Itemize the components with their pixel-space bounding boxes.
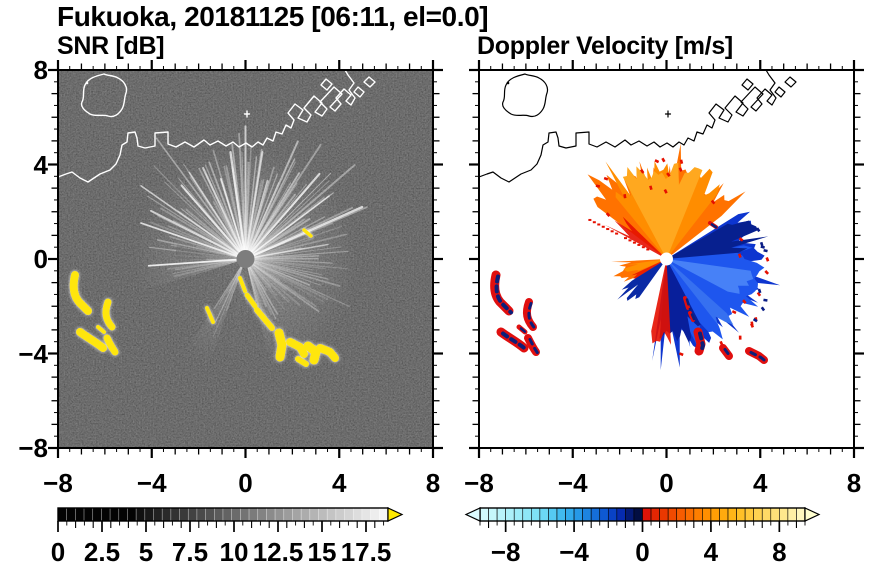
snr-x-tick-label: −4: [136, 468, 167, 498]
velocity-colorbar-tick-label: −8: [490, 537, 521, 567]
snr-plot-area: [48, 60, 443, 458]
coastline: [479, 70, 797, 183]
coastline: [58, 70, 376, 183]
velocity-west-wedge: [611, 259, 667, 301]
velocity-x-tick-label: −8: [464, 468, 494, 498]
snr-colorbar-tick-label: 10: [219, 537, 249, 567]
velocity-colorbar-tick-label: −4: [559, 537, 589, 567]
velocity-x-tick-label: 8: [846, 468, 862, 498]
snr-x-tick-label: 0: [238, 468, 253, 498]
velocity-x-tick-label: 0: [659, 468, 674, 498]
snr-colorbar-tick-label: 5: [138, 537, 154, 567]
velocity-colorbar-tick-label: 8: [772, 537, 787, 567]
snr-colorbar: [57, 507, 404, 532]
figure-title: Fukuoka, 20181125 [06:11, el=0.0]: [57, 1, 489, 32]
snr-y-tick-label: −4: [18, 338, 48, 369]
snr-y-tick-label: −8: [18, 433, 48, 463]
snr-saturated-echoes: [69, 228, 339, 367]
snr-colorbar-tick-label: 17.5: [340, 537, 392, 567]
velocity-plot-area: [469, 60, 864, 458]
snr-panel-title: SNR [dB]: [57, 32, 165, 60]
velocity-colorbar: [464, 507, 821, 532]
velocity-panel-title: Doppler Velocity [m/s]: [477, 32, 733, 60]
velocity-positive-fan: [587, 143, 746, 259]
snr-colorbar-tick-label: 15: [307, 537, 337, 567]
snr-y-tick-label: 4: [33, 149, 48, 180]
snr-x-tick-label: −8: [43, 468, 73, 498]
snr-colorbar-tick-label: 12.5: [252, 537, 304, 567]
velocity-colorbar-tick-label: 0: [635, 537, 650, 567]
radar-center-disk: [236, 250, 255, 268]
snr-colorbar-tick-label: 7.5: [171, 537, 209, 567]
velocity-colorbar-tick-label: 4: [703, 537, 719, 567]
radar-center-hole: [660, 252, 673, 266]
snr-x-tick-label: 8: [425, 468, 441, 498]
snr-colorbar-tick-label: 2.5: [83, 537, 121, 567]
snr-colorbar-tick-label: 0: [50, 537, 66, 567]
velocity-x-tick-label: 4: [753, 468, 768, 498]
snr-x-tick-label: 4: [332, 468, 347, 498]
velocity-negative-fan: [651, 211, 781, 371]
snr-y-tick-label: 0: [33, 244, 48, 274]
snr-y-tick-label: 8: [33, 55, 48, 85]
velocity-clutter-echoes: [490, 221, 768, 364]
velocity-x-tick-label: −4: [557, 468, 588, 498]
